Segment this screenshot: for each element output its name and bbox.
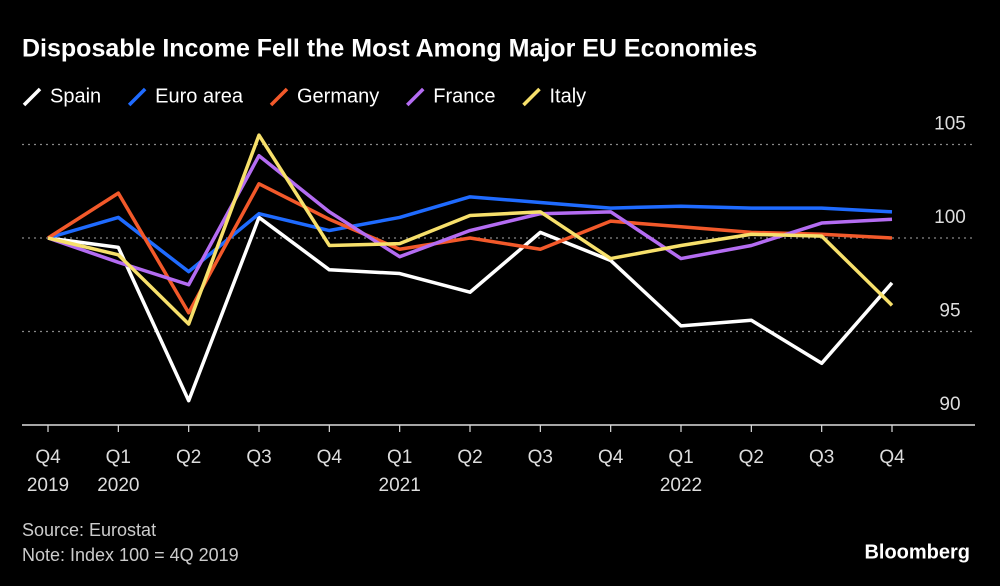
- x-tick-label: Q2: [457, 447, 482, 468]
- legend-marker: [127, 87, 147, 107]
- x-tick-label: Q3: [246, 447, 271, 468]
- legend-label: Italy: [550, 85, 587, 107]
- x-tick-label: Q1: [387, 447, 412, 468]
- x-tick-label: Q4: [879, 447, 905, 468]
- x-tick-label: Q3: [528, 447, 553, 468]
- brand: Bloomberg: [864, 541, 970, 563]
- x-tick-label: Q4: [598, 447, 624, 468]
- series-line: [47, 182, 893, 315]
- y-tick-label: 100: [934, 207, 966, 228]
- source: Source: Eurostat: [22, 520, 156, 540]
- legend-label: Spain: [50, 85, 101, 107]
- series-line: [47, 153, 893, 287]
- x-tick-label: Q2: [176, 447, 201, 468]
- x-year-label: 2019: [27, 475, 69, 496]
- x-year-label: 2022: [660, 475, 702, 496]
- note: Note: Index 100 = 4Q 2019: [22, 545, 239, 565]
- y-tick-label: 105: [934, 114, 966, 135]
- series-line: [47, 195, 893, 274]
- x-tick-label: Q3: [809, 447, 834, 468]
- series-line: [47, 215, 894, 403]
- x-year-label: 2021: [379, 475, 421, 496]
- x-tick-label: Q4: [35, 447, 61, 468]
- legend-marker: [406, 87, 425, 107]
- legend-marker: [22, 87, 42, 107]
- x-tick-label: Q4: [317, 447, 343, 468]
- x-tick-label: Q1: [668, 447, 693, 468]
- x-tick-label: Q2: [739, 447, 764, 468]
- chart-title: Disposable Income Fell the Most Among Ma…: [22, 35, 757, 63]
- series-line: [47, 133, 894, 326]
- legend-label: Germany: [297, 85, 379, 107]
- y-tick-label: 90: [939, 394, 960, 415]
- y-tick-label: 95: [939, 301, 960, 322]
- legend-marker: [522, 87, 541, 107]
- legend-label: Euro area: [155, 85, 244, 107]
- x-tick-label: Q1: [106, 447, 131, 468]
- legend-marker: [269, 87, 289, 107]
- legend-label: France: [433, 85, 495, 107]
- x-year-label: 2020: [97, 475, 139, 496]
